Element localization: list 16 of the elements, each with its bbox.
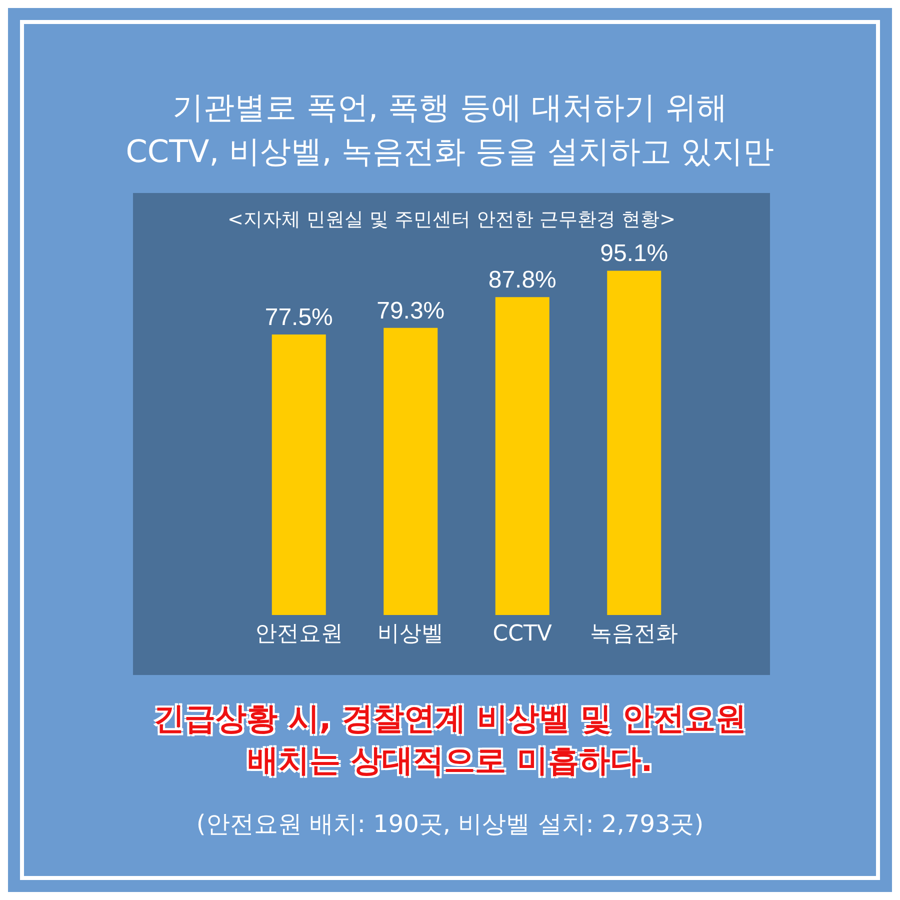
text: 긴급상황 시, 경찰연계 비상벨 및 안전요원 배치는 상대적으로 미흡하다. xyxy=(152,700,748,781)
data-label: 79.3% xyxy=(376,297,445,324)
data-label: 95.1% xyxy=(600,240,668,268)
x-tick-label: CCTV xyxy=(492,622,552,646)
x-tick-label: 비상벨 xyxy=(378,622,444,646)
x-tick-label: 녹음전화 xyxy=(590,622,678,646)
x-tick-label: 안전요원 xyxy=(254,622,343,646)
bar xyxy=(495,297,550,615)
data-label: 87.8% xyxy=(488,266,556,294)
bar xyxy=(384,328,438,615)
bar xyxy=(272,334,326,615)
bar xyxy=(607,270,662,615)
chart-subtitle: <지자체 민원실 및 주민센터 안전한 근무환경 현황> xyxy=(227,208,676,230)
chart-title: 기관별로 폭언, 폭행 등에 대처하기 위해 CCTV, 비상벨, 녹음전화 등을 설치하고 있지만 xyxy=(124,89,776,172)
text: (안전요원 배치: 190곳, 비상벨 설치: 2,793곳) xyxy=(195,809,705,840)
data-label: 77.5% xyxy=(264,304,333,331)
